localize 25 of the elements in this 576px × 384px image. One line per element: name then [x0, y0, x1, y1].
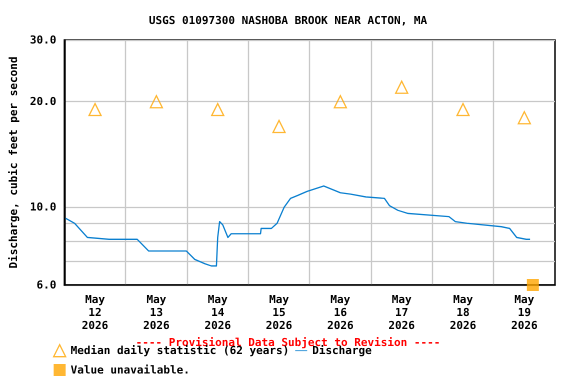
point [88, 102, 102, 116]
point [518, 111, 531, 124]
x-tick-label: May 17 2026 [388, 293, 416, 332]
point [526, 279, 539, 291]
y-tick-label: 30.0 [30, 34, 56, 46]
x-tick-label: May 15 2026 [266, 293, 293, 332]
x-tick-label: May 13 2026 [143, 293, 170, 332]
legend-label: Value unavailable. [70, 364, 190, 376]
point [150, 95, 164, 108]
point [334, 95, 348, 108]
point [395, 80, 408, 94]
point [272, 120, 286, 134]
x-tick-label: May 16 2026 [327, 293, 354, 332]
x-tick-label: May 18 2026 [450, 293, 477, 332]
point [456, 102, 470, 116]
x-tick-label: May 19 2026 [511, 293, 538, 332]
x-tick-label: May 12 2026 [82, 293, 109, 332]
y-tick-label: 20.0 [30, 95, 56, 108]
line-series [65, 185, 531, 267]
point [211, 102, 224, 116]
y-tick-label: 10.0 [30, 200, 56, 214]
y-tick-label: 6.0 [36, 278, 56, 292]
y-axis-title: Discharge, cubic feet per second [7, 56, 20, 268]
x-tick-label: May 14 2026 [204, 293, 232, 332]
chart-title: USGS 01097300 NASHOBA BROOK NEAR ACTON, MA [148, 14, 428, 27]
